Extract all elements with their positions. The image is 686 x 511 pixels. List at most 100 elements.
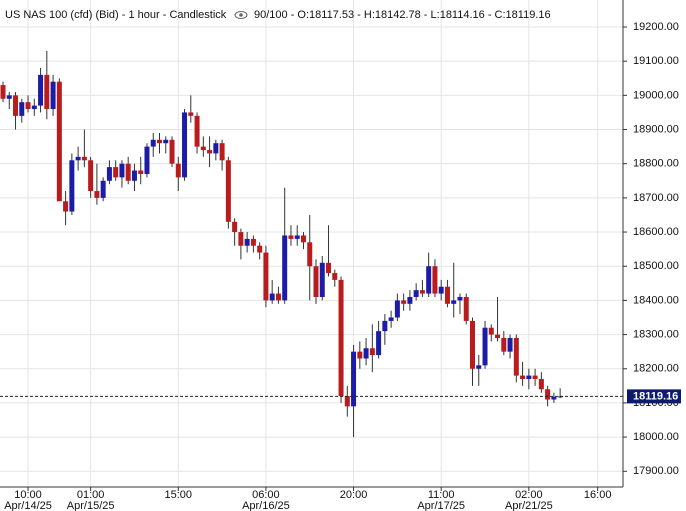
candle-body [407,296,413,304]
candle-body [38,74,44,106]
chart-title: US NAS 100 (cfd) (Bid) - 1 hour - Candle… [5,9,227,21]
candle-body [75,156,81,161]
y-tick-label: 18400.00 [633,294,679,306]
candle-body [432,266,438,294]
x-tick-label: 15:00 [165,489,193,501]
ohlc-info: 90/100 - O:18117.53 - H:18142.78 - L:181… [254,9,551,21]
candle-body [501,337,507,352]
candle-body [207,150,213,154]
candle-body [526,375,532,380]
candle-body [288,235,294,239]
eye-icon[interactable] [234,11,248,19]
x-date-label: Apr/16/25 [242,500,290,511]
candle-body [19,102,25,116]
candle-body [294,235,300,239]
y-tick-label: 18700.00 [633,192,679,204]
candles [0,50,563,438]
candle-body [426,266,432,294]
x-tick-label: 02:00 [515,489,543,501]
candle-body [513,337,519,376]
candle-body [313,266,319,297]
candle-body [263,252,269,301]
candle-body [213,143,219,154]
last-price-label: 18119.16 [633,390,678,402]
candle-body [282,235,288,301]
candle-body [476,365,482,369]
candle-body [394,300,400,318]
candle-body [31,105,37,110]
x-date-label: Apr/17/25 [417,500,465,511]
candle-body [300,235,306,243]
candle-body [56,81,62,202]
candle-body [238,232,244,246]
candle-body [81,156,87,161]
candle-body [188,112,194,116]
y-tick-label: 17900.00 [633,465,679,477]
candle-body [363,348,369,359]
candle-body [150,139,156,147]
candle-body [100,180,106,198]
candle-body [44,74,50,110]
y-tick-label: 18800.00 [633,158,679,170]
x-tick-label: 11:00 [428,489,455,501]
candle-body [6,95,12,99]
y-tick-label: 18900.00 [633,123,679,135]
candle-body [157,139,162,144]
y-tick-label: 19200.00 [633,21,679,33]
candle-body [451,300,457,304]
x-tick-label: 06:00 [252,489,280,501]
candle-body [169,139,175,164]
candle-body [163,139,169,144]
candle-body [119,163,125,178]
y-tick-label: 19100.00 [633,55,679,67]
candle-body [344,396,350,407]
candle-body [244,238,250,246]
y-tick-label: 19000.00 [633,89,679,101]
candle-body [382,320,388,332]
candle-body [0,85,6,99]
candle-body [307,242,313,267]
candle-body [545,389,551,400]
candle-body [438,286,444,294]
x-tick-label: 10:00 [14,489,42,501]
candle-body [482,327,488,366]
candle-body [495,334,501,338]
candle-body [507,337,513,352]
candle-body [376,331,382,356]
candle-body [269,293,275,301]
candle-body [470,320,475,369]
candle-body [413,290,419,297]
candle-body [13,95,19,116]
candle-body [338,279,344,397]
x-tick-label: 01:00 [77,489,105,501]
candle-body [332,273,338,280]
candle-body [419,290,425,294]
candle-body [225,160,231,222]
candle-body [175,163,181,178]
candle-body [250,238,256,246]
candle-body [219,143,225,161]
candle-body [538,379,544,390]
x-tick-label: 16:00 [584,489,612,501]
candle-body [369,348,375,356]
y-tick-label: 18600.00 [633,226,679,238]
candle-body [444,286,450,304]
candle-body [257,245,263,253]
candle-body [144,146,150,174]
candle-body [351,351,357,407]
candle-body [125,163,131,181]
x-date-label: Apr/21/25 [505,500,553,511]
candle-body [113,167,119,178]
candle-body [457,296,463,301]
candle-body [357,351,363,359]
candle-body [401,300,407,304]
grid [0,0,623,487]
candle-body [131,170,137,181]
candle-body [463,296,469,321]
candle-body [319,262,325,297]
x-tick-label: 20:00 [340,489,368,501]
candle-body [106,167,112,181]
candle-body [275,293,281,301]
